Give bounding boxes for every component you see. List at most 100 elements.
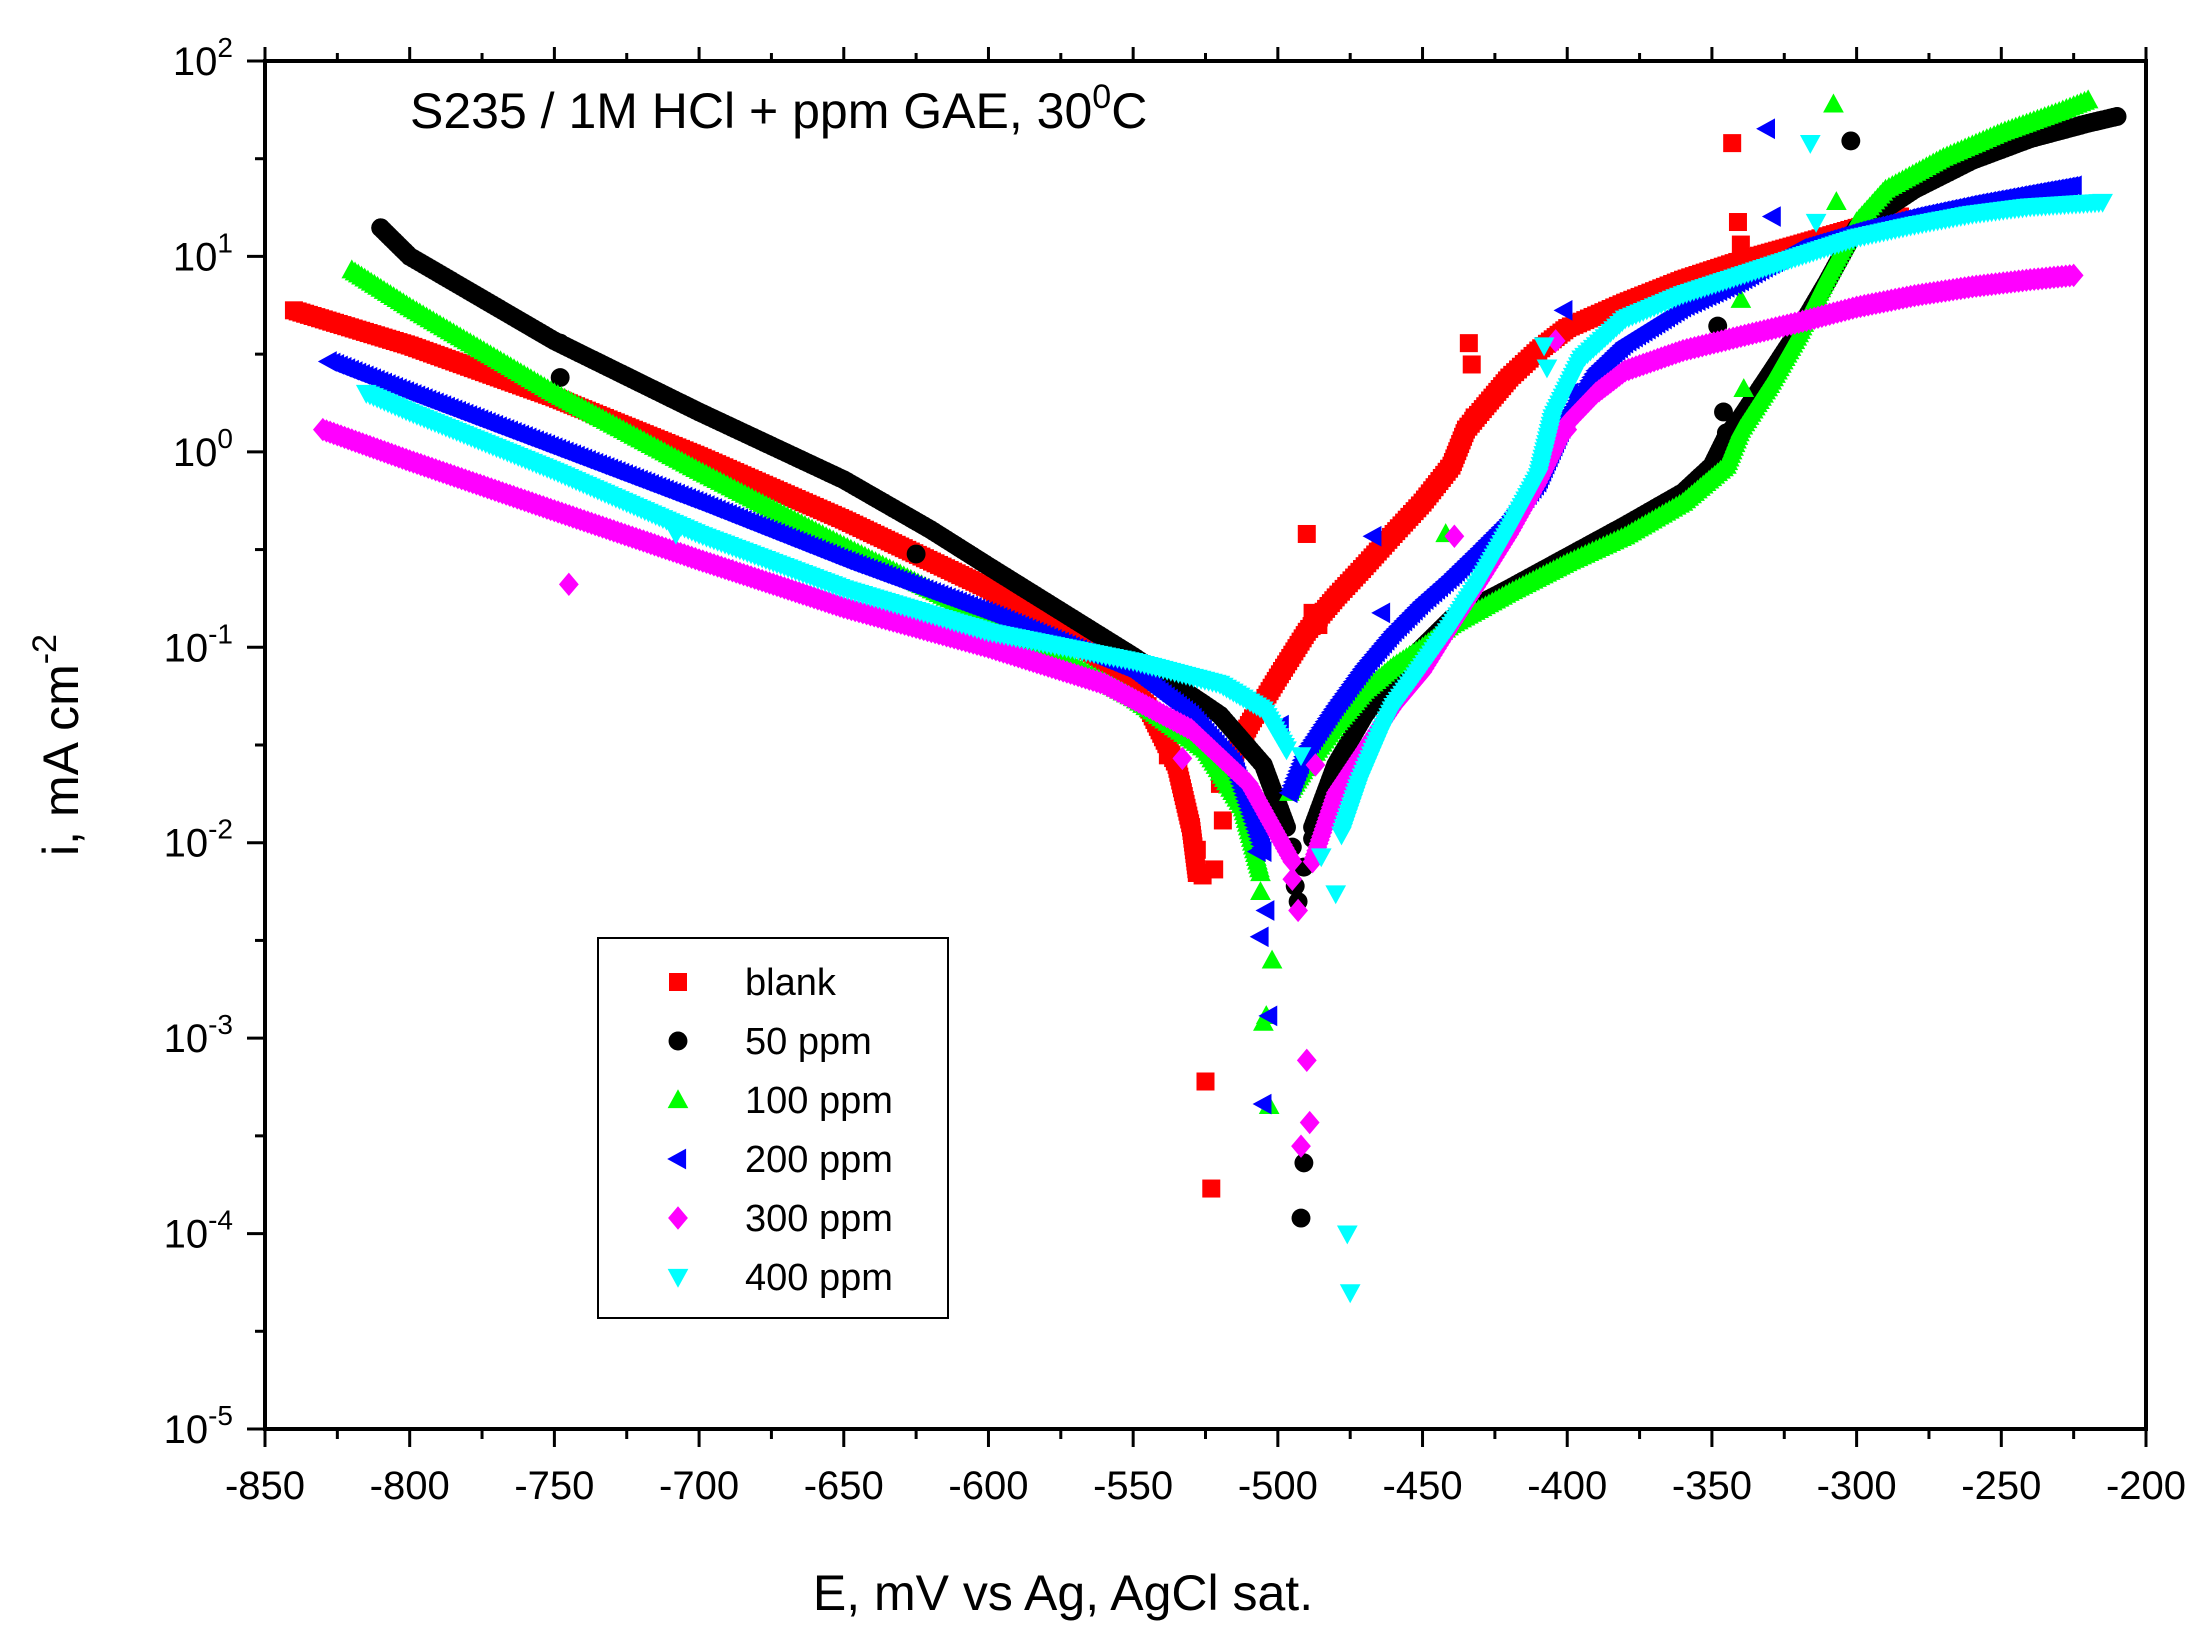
- x-tick-label: -700: [659, 1464, 739, 1508]
- data-point: [1309, 616, 1328, 635]
- data-point: [1291, 1134, 1311, 1158]
- legend-box: [597, 937, 949, 1319]
- data-point: [1250, 862, 1271, 882]
- data-point: [1805, 213, 1827, 233]
- legend-label: 400 ppm: [745, 1257, 893, 1299]
- data-point: [371, 218, 391, 238]
- data-point: [1196, 1072, 1215, 1091]
- data-point: [2092, 193, 2113, 213]
- x-tick-label: -300: [1817, 1464, 1897, 1508]
- data-point: [1294, 1153, 1314, 1173]
- data-point: [1258, 1005, 1278, 1027]
- data-point: [1728, 213, 1747, 232]
- data-point: [1730, 288, 1752, 308]
- data-point: [1172, 746, 1193, 771]
- legend-label: blank: [745, 962, 837, 1004]
- y-tick-label: 10-3: [164, 1009, 233, 1061]
- data-point: [1362, 525, 1382, 547]
- data-point: [1826, 191, 1847, 211]
- x-tick-label: -550: [1093, 1464, 1173, 1508]
- data-point: [1310, 848, 1332, 868]
- data-point: [2063, 263, 2084, 288]
- y-tick-label: 10-1: [164, 618, 233, 670]
- data-point: [1246, 841, 1266, 863]
- legend-label: 50 ppm: [745, 1021, 872, 1063]
- data-point: [2107, 107, 2127, 126]
- data-point: [665, 525, 687, 545]
- data-point: [1202, 1179, 1221, 1198]
- data-point: [1299, 1110, 1320, 1135]
- x-tick-label: -400: [1527, 1464, 1607, 1508]
- data-point: [1799, 135, 1821, 154]
- data-point: [1296, 1048, 1317, 1073]
- data-point: [1536, 359, 1558, 379]
- data-point: [1282, 867, 1303, 891]
- title-suffix: C: [1111, 83, 1147, 139]
- data-point: [1282, 849, 1303, 874]
- data-point: [1756, 118, 1776, 140]
- legend-label: 200 ppm: [745, 1139, 893, 1181]
- x-tick-label: -350: [1672, 1464, 1752, 1508]
- x-tick-label: -650: [804, 1464, 884, 1508]
- data-point: [1465, 408, 1484, 427]
- data-point: [1733, 378, 1755, 397]
- data-marks: [284, 89, 2127, 1304]
- x-tick-label: -450: [1383, 1464, 1463, 1508]
- x-tick-label: -200: [2106, 1464, 2186, 1508]
- data-point: [1288, 898, 1309, 923]
- y-tick-label: 102: [173, 32, 233, 84]
- data-point: [1291, 1208, 1311, 1228]
- data-point: [1252, 1093, 1272, 1115]
- x-tick-label: -250: [1961, 1464, 2041, 1508]
- data-point: [1462, 355, 1481, 374]
- x-tick-label: -800: [370, 1464, 450, 1508]
- data-point: [1459, 334, 1478, 353]
- legend-marker: [667, 1089, 689, 1109]
- data-point: [1723, 134, 1742, 153]
- x-axis-title: E, mV vs Ag, AgCl sat.: [813, 1565, 1313, 1621]
- y-tick-label: 100: [173, 423, 233, 475]
- data-point: [1761, 206, 1781, 227]
- data-point: [1557, 417, 1578, 442]
- data-point: [1250, 881, 1271, 901]
- y-tick-label: 10-4: [164, 1205, 233, 1257]
- series-50-ppm: [371, 107, 2127, 1228]
- legend-marker: [668, 1206, 688, 1230]
- legend-label: 300 ppm: [745, 1198, 893, 1240]
- y-tick-label: 10-2: [164, 814, 233, 866]
- data-point: [1205, 860, 1224, 879]
- series-200-ppm: [317, 118, 2082, 1115]
- data-point: [550, 333, 570, 353]
- data-point: [1731, 235, 1750, 254]
- data-point: [1336, 1225, 1358, 1245]
- y-tick-label: 101: [173, 227, 233, 279]
- data-point: [1371, 602, 1391, 624]
- data-point: [1533, 337, 1555, 357]
- data-point: [1255, 900, 1275, 921]
- data-point: [1276, 741, 1297, 761]
- data-point: [550, 368, 570, 388]
- legend-label: 100 ppm: [745, 1080, 893, 1122]
- data-point: [1553, 299, 1573, 321]
- data-point: [1325, 885, 1347, 905]
- data-point: [1714, 402, 1733, 422]
- data-point: [1545, 329, 1566, 353]
- data-point: [558, 572, 579, 597]
- series-400-ppm: [355, 135, 2113, 1304]
- data-point: [1261, 949, 1283, 969]
- data-point: [906, 544, 926, 564]
- data-point: [1305, 753, 1326, 777]
- data-point: [2062, 175, 2082, 197]
- data-point: [1158, 746, 1177, 765]
- axes: -850 -800 -750 -700 -650 -600 -550 -500 -450 -400…: [164, 32, 2186, 1508]
- x-tick-label: -600: [948, 1464, 1028, 1508]
- legend-marker: [667, 1268, 689, 1288]
- data-point: [1297, 524, 1316, 543]
- data-point: [1249, 926, 1269, 948]
- y-axis-title: i, mA cm-2: [26, 634, 89, 856]
- data-point: [1290, 747, 1312, 767]
- y-axis-title-superscript: -2: [26, 634, 64, 664]
- chart-title: S235 / 1M HCl + ppm GAE, 300C: [410, 78, 1147, 139]
- x-tick-label: -750: [514, 1464, 594, 1508]
